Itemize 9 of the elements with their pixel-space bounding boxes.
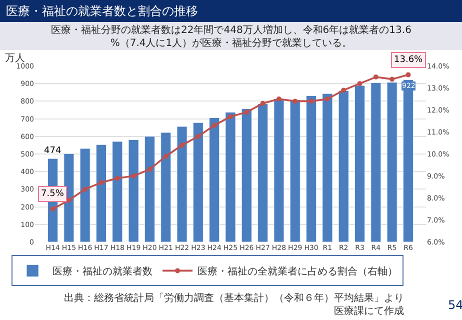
legend-label: 医療・福祉の全就業者に占める割合（右軸）	[198, 266, 398, 278]
chart-subtitle: 医療・福祉分野の就業者数は22年間で448万人増加し、令和6年は就業者の13.6%（7.4人に1人）が医療・福祉分野で就業している。	[51, 24, 412, 49]
y-axis-title: 万人	[5, 53, 25, 64]
data-label: 7.5%	[41, 189, 64, 199]
legend-label: 医療・福祉の就業者数	[52, 266, 153, 278]
chart-title: 医療・福祉の就業者数と割合の推移	[6, 4, 198, 18]
source-note: 出典：総務省統計局「労働力調査（基本集計）（令和６年）平均結果」より医療課にて作成	[64, 292, 404, 317]
data-label: 13.6%	[394, 55, 424, 65]
data-label: 474	[44, 146, 62, 156]
